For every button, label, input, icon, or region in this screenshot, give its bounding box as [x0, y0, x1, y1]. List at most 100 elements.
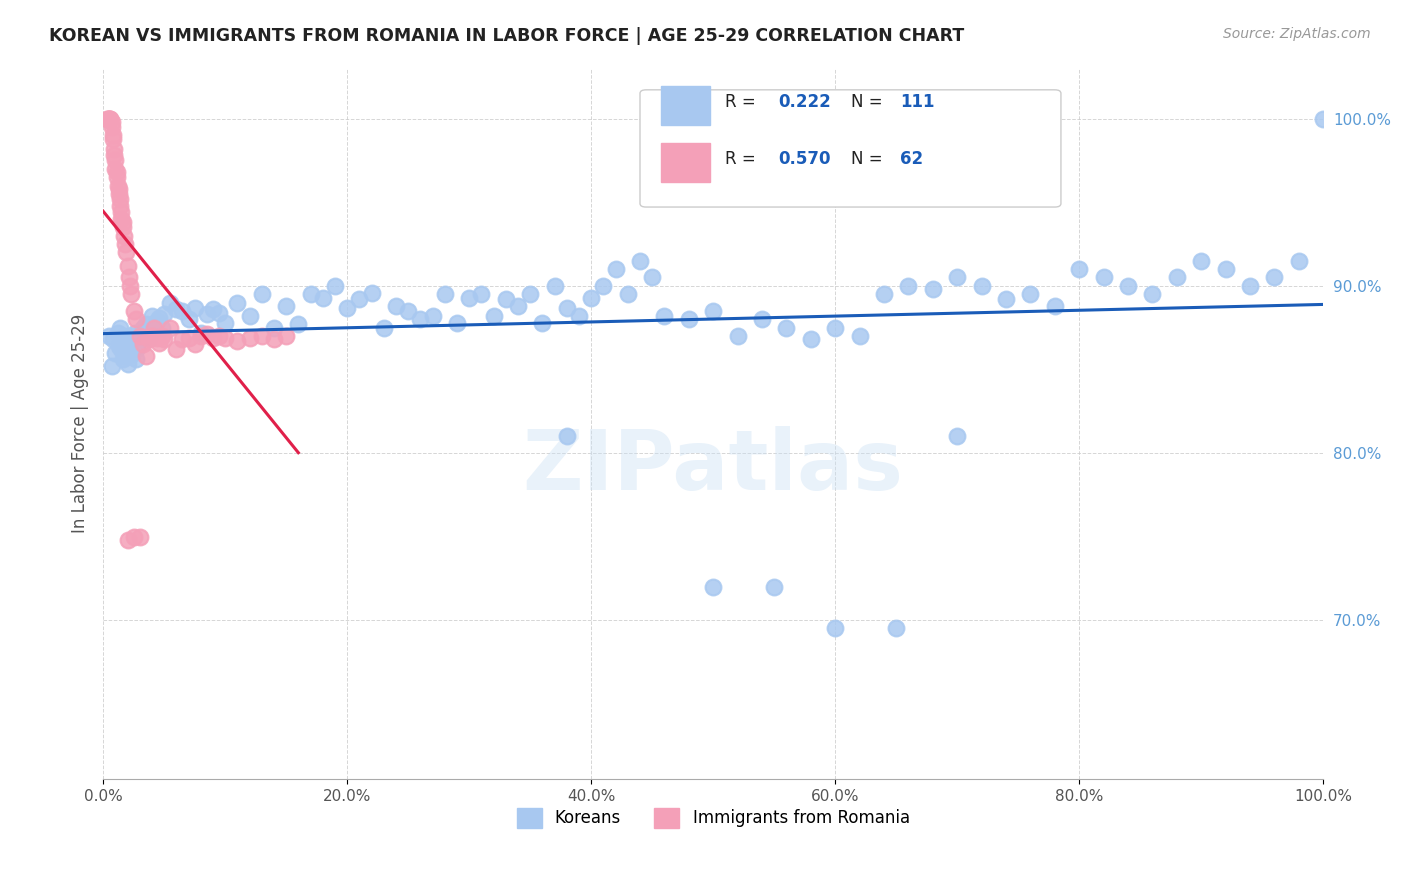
Point: [1019, 287, 1042, 301]
Text: Source: ZipAtlas.com: Source: ZipAtlas.com: [1223, 27, 1371, 41]
Point: [495, 292, 517, 306]
Point: [138, 332, 160, 346]
Point: [117, 357, 139, 371]
Point: [132, 337, 155, 351]
Point: [190, 326, 212, 340]
Point: [579, 291, 602, 305]
Point: [118, 270, 141, 285]
Point: [108, 320, 131, 334]
Point: [128, 329, 150, 343]
Point: [195, 307, 218, 321]
Point: [1092, 270, 1115, 285]
Point: [108, 192, 131, 206]
Point: [751, 312, 773, 326]
Point: [108, 186, 131, 201]
Point: [108, 182, 131, 196]
Point: [118, 343, 141, 357]
Point: [238, 331, 260, 345]
Point: [592, 278, 614, 293]
Point: [118, 278, 141, 293]
Point: [226, 295, 249, 310]
Point: [1189, 253, 1212, 268]
Point: [110, 211, 132, 226]
Point: [433, 287, 456, 301]
Point: [150, 320, 173, 334]
Point: [250, 287, 273, 301]
Point: [131, 324, 153, 338]
FancyBboxPatch shape: [661, 87, 710, 126]
Point: [873, 287, 896, 301]
Point: [422, 309, 444, 323]
Point: [995, 292, 1018, 306]
Point: [121, 347, 143, 361]
Point: [117, 533, 139, 547]
Point: [111, 220, 134, 235]
Text: KOREAN VS IMMIGRANTS FROM ROMANIA IN LABOR FORCE | AGE 25-29 CORRELATION CHART: KOREAN VS IMMIGRANTS FROM ROMANIA IN LAB…: [49, 27, 965, 45]
Point: [848, 329, 870, 343]
Point: [114, 237, 136, 252]
Point: [1312, 112, 1334, 126]
Point: [470, 287, 492, 301]
Point: [146, 314, 169, 328]
Point: [111, 215, 134, 229]
Point: [100, 120, 122, 134]
Point: [226, 334, 249, 348]
Point: [115, 245, 138, 260]
Point: [287, 318, 309, 332]
Point: [122, 332, 145, 346]
Point: [100, 112, 122, 126]
Point: [104, 345, 127, 359]
Point: [543, 278, 565, 293]
Point: [143, 318, 166, 333]
Point: [385, 299, 408, 313]
Point: [409, 312, 432, 326]
Point: [108, 198, 131, 212]
Point: [141, 309, 163, 323]
Point: [103, 142, 125, 156]
Point: [165, 302, 187, 317]
Point: [190, 329, 212, 343]
Point: [1069, 262, 1091, 277]
Point: [135, 349, 157, 363]
Point: [111, 352, 134, 367]
Point: [1263, 270, 1285, 285]
Point: [201, 331, 224, 345]
Point: [172, 332, 194, 346]
Point: [138, 331, 160, 345]
Point: [775, 320, 797, 334]
Point: [118, 329, 141, 343]
Point: [120, 334, 142, 348]
Point: [678, 312, 700, 326]
Text: R =: R =: [725, 93, 762, 111]
Point: [98, 112, 121, 126]
Point: [349, 292, 371, 306]
Point: [800, 332, 823, 346]
Point: [555, 429, 578, 443]
Point: [727, 329, 749, 343]
Point: [555, 301, 578, 315]
Point: [1239, 278, 1261, 293]
Point: [97, 112, 120, 126]
Point: [897, 278, 920, 293]
Point: [1215, 262, 1237, 277]
Point: [150, 329, 173, 343]
Point: [921, 282, 943, 296]
Point: [201, 302, 224, 317]
Point: [128, 530, 150, 544]
Point: [373, 320, 395, 334]
Point: [654, 309, 676, 323]
Point: [238, 309, 260, 323]
Point: [1142, 287, 1164, 301]
Point: [531, 316, 554, 330]
Point: [336, 301, 359, 315]
Point: [165, 343, 187, 357]
Point: [1166, 270, 1188, 285]
Point: [824, 622, 846, 636]
Point: [568, 309, 591, 323]
Text: N =: N =: [851, 93, 889, 111]
Point: [946, 429, 969, 443]
Point: [617, 287, 640, 301]
Point: [128, 332, 150, 346]
Point: [263, 332, 285, 346]
Point: [146, 331, 169, 345]
